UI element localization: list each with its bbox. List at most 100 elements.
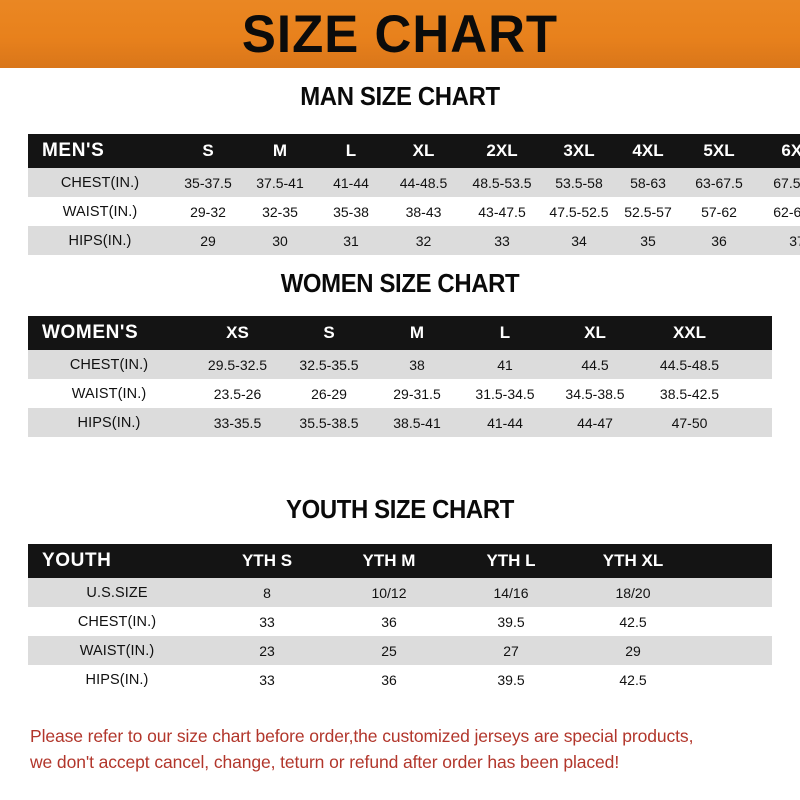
row-label: WAIST(IN.): [28, 379, 190, 408]
disclaimer-line-2: we don't accept cancel, change, teturn o…: [30, 752, 620, 772]
cell: 47.5-52.5: [543, 197, 615, 226]
men-size-table-block: MEN'S S M L XL 2XL 3XL 4XL 5XL 6XL CHEST…: [28, 134, 800, 255]
row-label: U.S.SIZE: [28, 578, 206, 607]
cell-spacer: [738, 379, 772, 408]
youth-header-label: YOUTH: [42, 550, 112, 571]
table-row: WAIST(IN.) 29-32 32-35 35-38 38-43 43-47…: [28, 197, 800, 226]
youth-size-table-block: YOUTH YTH S YTH M YTH L YTH XL U.S.SIZE …: [28, 544, 772, 694]
cell-spacer: [694, 607, 772, 636]
cell: 30: [244, 226, 316, 255]
disclaimer-note: Please refer to our size chart before or…: [30, 723, 778, 775]
cell-spacer: [694, 578, 772, 607]
youth-header-row: YOUTH YTH S YTH M YTH L YTH XL: [28, 544, 772, 578]
cell: 41: [461, 350, 549, 379]
women-header-label: WOMEN'S: [42, 322, 139, 343]
row-label: CHEST(IN.): [28, 168, 172, 197]
men-col-header: S: [202, 141, 214, 160]
cell-spacer: [694, 665, 772, 694]
cell: 32-35: [244, 197, 316, 226]
section-title-women: WOMEN SIZE CHART: [280, 268, 520, 298]
cell: 26-29: [285, 379, 373, 408]
cell: 63-67.5: [681, 168, 757, 197]
table-row: WAIST(IN.) 23.5-26 26-29 29-31.5 31.5-34…: [28, 379, 772, 408]
table-row: WAIST(IN.) 23 25 27 29: [28, 636, 772, 665]
men-col-header: 4XL: [632, 141, 664, 160]
cell: 29: [572, 636, 694, 665]
men-header-label: MEN'S: [42, 140, 105, 161]
cell: 44.5: [549, 350, 641, 379]
women-header-row: WOMEN'S XS S M L XL XXL: [28, 316, 772, 350]
cell: 35.5-38.5: [285, 408, 373, 437]
cell: 53.5-58: [543, 168, 615, 197]
cell: 47-50: [641, 408, 738, 437]
cell: 62-66.5: [757, 197, 800, 226]
cell: 41-44: [316, 168, 386, 197]
cell: 58-63: [615, 168, 681, 197]
row-label: HIPS(IN.): [28, 226, 172, 255]
cell: 44.5-48.5: [641, 350, 738, 379]
cell: 42.5: [572, 665, 694, 694]
cell: 27: [450, 636, 572, 665]
cell: 18/20: [572, 578, 694, 607]
cell: 23: [206, 636, 328, 665]
men-header-row: MEN'S S M L XL 2XL 3XL 4XL 5XL 6XL: [28, 134, 800, 168]
cell: 8: [206, 578, 328, 607]
men-col-header: M: [272, 141, 288, 160]
page-title: SIZE CHART: [241, 4, 559, 64]
cell: 29-32: [172, 197, 244, 226]
cell: 23.5-26: [190, 379, 285, 408]
table-row: HIPS(IN.) 33-35.5 35.5-38.5 38.5-41 41-4…: [28, 408, 772, 437]
youth-col-header: YTH XL: [602, 551, 664, 570]
youth-col-header: YTH S: [241, 551, 293, 570]
disclaimer-line-1: Please refer to our size chart before or…: [30, 726, 694, 746]
cell: 39.5: [450, 665, 572, 694]
youth-col-header: YTH L: [486, 551, 536, 570]
cell: 35-37.5: [172, 168, 244, 197]
cell: 33: [206, 665, 328, 694]
cell: 29.5-32.5: [190, 350, 285, 379]
cell: 14/16: [450, 578, 572, 607]
cell: 34: [543, 226, 615, 255]
row-label: CHEST(IN.): [28, 350, 190, 379]
cell: 29: [172, 226, 244, 255]
women-col-header: XXL: [672, 323, 707, 342]
men-col-header: XL: [412, 141, 435, 160]
cell: 67.5-72: [757, 168, 800, 197]
cell: 57-62: [681, 197, 757, 226]
row-label: CHEST(IN.): [28, 607, 206, 636]
cell: 36: [328, 665, 450, 694]
row-label: WAIST(IN.): [28, 636, 206, 665]
cell: 29-31.5: [373, 379, 461, 408]
men-col-header: 5XL: [703, 141, 735, 160]
men-col-header: 2XL: [486, 141, 518, 160]
cell: 31: [316, 226, 386, 255]
row-label: WAIST(IN.): [28, 197, 172, 226]
table-row: HIPS(IN.) 33 36 39.5 42.5: [28, 665, 772, 694]
size-chart-banner: SIZE CHART: [0, 0, 800, 68]
cell: 25: [328, 636, 450, 665]
cell: 35: [615, 226, 681, 255]
cell: 38.5-41: [373, 408, 461, 437]
table-row: CHEST(IN.) 33 36 39.5 42.5: [28, 607, 772, 636]
men-col-header: L: [345, 141, 357, 160]
size-chart-sheet: MAN SIZE CHART MEN'S S M L XL 2XL 3XL 4X…: [0, 68, 800, 800]
cell: 37.5-41: [244, 168, 316, 197]
cell: 33: [206, 607, 328, 636]
cell: 35-38: [316, 197, 386, 226]
row-label: HIPS(IN.): [28, 408, 190, 437]
women-size-table-block: WOMEN'S XS S M L XL XXL CHEST(IN.) 29.5-…: [28, 316, 772, 437]
youth-col-header: YTH M: [362, 551, 416, 570]
cell: 38-43: [386, 197, 461, 226]
youth-header-spacer: [694, 544, 772, 578]
women-col-header: L: [499, 323, 511, 342]
table-row: HIPS(IN.) 29 30 31 32 33 34 35 36 37: [28, 226, 800, 255]
women-header-spacer: [738, 316, 772, 350]
cell: 36: [328, 607, 450, 636]
cell: 38: [373, 350, 461, 379]
cell: 48.5-53.5: [461, 168, 543, 197]
cell-spacer: [738, 350, 772, 379]
women-size-table: WOMEN'S XS S M L XL XXL CHEST(IN.) 29.5-…: [28, 316, 772, 437]
cell: 38.5-42.5: [641, 379, 738, 408]
cell: 37: [757, 226, 800, 255]
women-col-header: S: [323, 323, 335, 342]
